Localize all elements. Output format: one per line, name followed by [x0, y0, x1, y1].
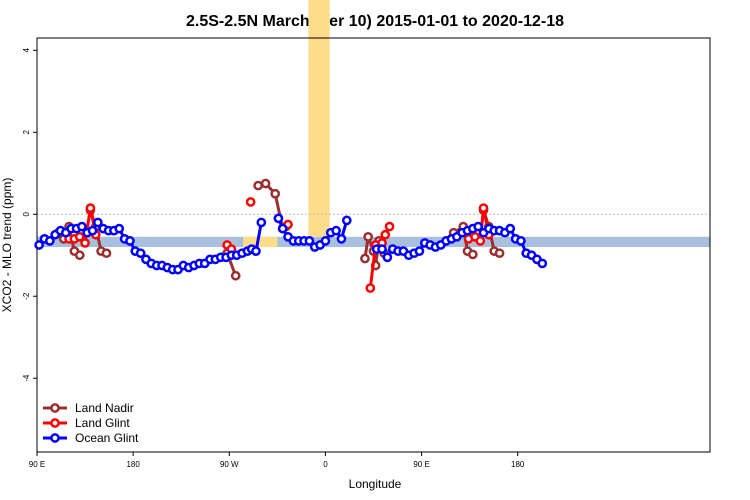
legend-swatch-marker: [50, 403, 60, 413]
data-point: [101, 248, 112, 259]
data-point: [34, 240, 44, 250]
data-point: [74, 231, 85, 242]
data-point: [304, 236, 315, 246]
series-lines: [34, 178, 548, 293]
legend-swatch-marker: [50, 433, 60, 443]
data-point: [245, 197, 256, 207]
data-point: [270, 188, 281, 199]
legend-item-land-glint: Land Glint: [43, 416, 130, 430]
background-bands: [37, 0, 710, 248]
x-tick-label-4: 90 E: [413, 460, 429, 469]
data-point: [516, 236, 526, 246]
band-land-2: [308, 0, 330, 237]
data-point: [277, 223, 288, 234]
data-point: [467, 249, 478, 260]
data-point: [77, 221, 87, 232]
data-point: [85, 203, 96, 213]
legend-label: Land Nadir: [75, 401, 134, 415]
data-point: [382, 252, 393, 263]
y-tick-label-4: 4: [22, 48, 31, 53]
data-point: [475, 236, 486, 246]
data-point: [473, 221, 484, 232]
x-axis-ticks: 90 E 180 90 W 0 90 E 180: [29, 452, 525, 469]
data-point: [320, 236, 331, 246]
data-point: [380, 229, 391, 240]
x-tick-label-0: 90 E: [29, 460, 45, 469]
data-point: [478, 203, 489, 213]
data-point: [253, 180, 263, 191]
data-point: [114, 223, 125, 234]
data-point: [365, 283, 376, 293]
legend-label: Land Glint: [75, 416, 130, 430]
data-point: [273, 213, 284, 224]
y-tick-label-2: 0: [22, 211, 31, 216]
legend-item-ocean-glint: Ocean Glint: [43, 431, 139, 445]
data-point: [494, 248, 505, 259]
data-point: [230, 270, 241, 281]
data-point: [537, 258, 548, 269]
band-land-1: [243, 236, 278, 248]
data-point: [260, 178, 271, 189]
x-tick-label-3: 0: [323, 460, 328, 469]
data-point: [384, 221, 395, 232]
legend-label: Ocean Glint: [75, 431, 139, 445]
series-ocean-glint: [34, 213, 548, 275]
data-point: [336, 234, 347, 244]
y-tick-label-3: 2: [22, 130, 31, 135]
data-point: [125, 236, 135, 246]
x-tick-label-2: 90 W: [220, 460, 239, 469]
data-point: [256, 217, 267, 228]
data-point: [93, 217, 103, 228]
data-point: [377, 244, 387, 254]
data-point: [341, 215, 352, 226]
chart-title: 2.5S-2.5N March (Ver 10) 2015-01-01 to 2…: [186, 13, 564, 30]
data-point: [363, 231, 374, 242]
data-point: [505, 223, 516, 234]
data-point: [44, 236, 55, 246]
x-tick-label-1: 180: [126, 460, 140, 469]
y-tick-label-0: -4: [22, 374, 31, 382]
x-axis-label: Longitude: [349, 477, 402, 491]
x-tick-label-5: 180: [511, 460, 525, 469]
legend-item-land-nadir: Land Nadir: [43, 401, 134, 415]
data-point: [87, 225, 98, 236]
data-point: [251, 246, 261, 256]
data-point: [331, 225, 341, 236]
data-point: [414, 246, 425, 256]
data-point: [80, 238, 90, 248]
data-point: [135, 248, 146, 259]
data-point: [74, 250, 85, 261]
y-axis-ticks: -4 -2 0 2 4: [22, 48, 37, 382]
y-tick-label-1: -2: [22, 292, 31, 300]
legend-swatch-marker: [50, 418, 60, 428]
data-point: [360, 253, 370, 264]
y-axis-label: XCO2 - MLO trend (ppm): [0, 178, 14, 313]
